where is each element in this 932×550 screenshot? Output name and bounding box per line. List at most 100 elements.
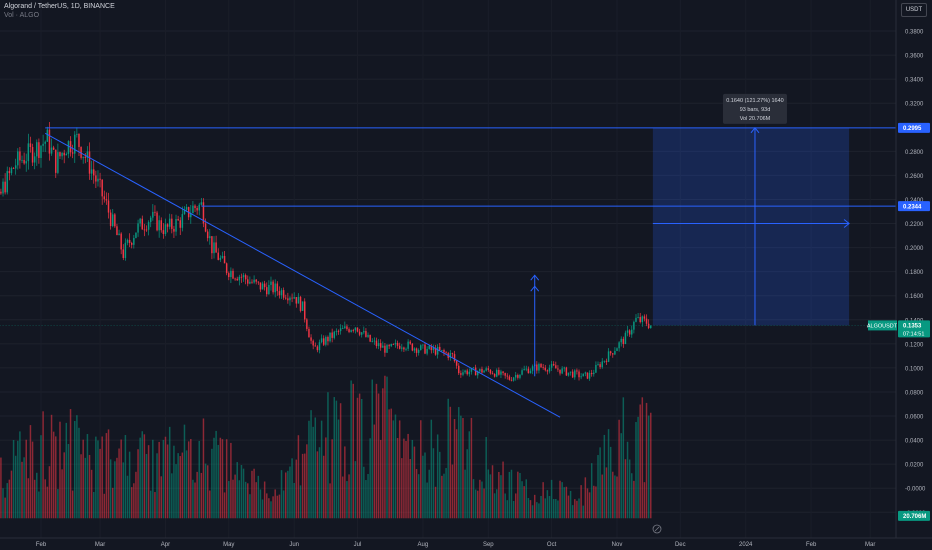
volume-bar xyxy=(95,436,97,519)
volume-bar xyxy=(639,404,641,519)
volume-bar xyxy=(297,435,300,519)
time-axis[interactable]: Feb Mar Apr May Jun Jul Aug Sep Oct Nov Dec 2024 Feb… xyxy=(0,537,932,548)
candle-body xyxy=(426,348,428,354)
volume-bar xyxy=(379,439,382,519)
candle-body xyxy=(401,347,403,349)
candle-body xyxy=(71,152,74,154)
volume-bar xyxy=(331,439,333,519)
candle-body xyxy=(417,350,420,353)
volume-bar xyxy=(84,457,87,519)
volume-bar xyxy=(215,430,217,519)
volume-bar xyxy=(259,489,262,519)
volume-bar xyxy=(272,496,274,519)
volume-bar xyxy=(33,479,36,519)
price-label-text: 20.706M xyxy=(903,514,926,520)
volume-bar xyxy=(363,466,365,519)
volume-bar xyxy=(149,490,152,519)
candle-body xyxy=(185,207,188,210)
volume-bar xyxy=(369,438,371,519)
measure-tooltip xyxy=(722,93,787,124)
volume-bar xyxy=(439,451,441,519)
volume-bar xyxy=(504,493,506,519)
candle-body xyxy=(23,159,25,164)
volume-bar xyxy=(580,485,582,519)
volume-bar xyxy=(244,481,247,519)
candle-body xyxy=(240,276,243,278)
currency-button[interactable]: USDT xyxy=(901,3,927,17)
volume-bar xyxy=(458,407,460,519)
volume-bar xyxy=(120,439,122,519)
volume-bar xyxy=(618,419,620,519)
volume-bar xyxy=(128,451,131,519)
symbol-title[interactable]: Algorand / TetherUS, 1D, BINANCE xyxy=(4,3,115,10)
volume-bar xyxy=(531,505,534,519)
x-tick-label: Sep xyxy=(483,542,494,548)
candle-body xyxy=(234,278,236,280)
y-tick-label: -0.0000 xyxy=(905,487,926,493)
y-tick-label: 0.2200 xyxy=(905,222,924,228)
candle-body xyxy=(171,218,173,229)
volume-bar xyxy=(38,491,40,519)
y-tick-label: 0.1600 xyxy=(905,294,924,300)
candle-body xyxy=(489,369,492,374)
volume-bar xyxy=(287,470,289,519)
candle-body xyxy=(88,151,91,174)
candle-body xyxy=(25,161,27,164)
volume-bar xyxy=(291,458,293,519)
drawings[interactable]: 0.1640 (121.27%) 1640 93 bars, 93d Vol 20.… xyxy=(0,93,896,534)
volume-bar xyxy=(74,421,76,519)
candle-body xyxy=(63,152,65,156)
candle-body xyxy=(394,342,397,345)
candle-body xyxy=(354,327,357,331)
volume-bar xyxy=(143,434,146,519)
volume-bar xyxy=(403,438,405,519)
volume-bar xyxy=(394,414,397,519)
candle-body xyxy=(255,279,257,282)
volume-bar xyxy=(472,479,475,519)
volume-bar xyxy=(306,444,308,519)
x-tick-label: Jul xyxy=(354,542,362,548)
volume-bar xyxy=(31,441,34,519)
candle-body xyxy=(242,275,245,278)
price-caption: ALGOUSDT xyxy=(867,324,898,330)
candle-body xyxy=(441,349,443,351)
price-axis[interactable]: 0.3800 0.3600 0.3400 0.3200 0.2800 0.2600 0.24… xyxy=(867,0,930,538)
candle-body xyxy=(432,347,435,351)
candle-body xyxy=(626,330,629,333)
volume-bar xyxy=(367,473,369,519)
volume-bar xyxy=(61,469,63,519)
volume-bar xyxy=(116,457,118,519)
volume-bar xyxy=(209,490,211,519)
candle-body xyxy=(557,368,559,370)
candle-body xyxy=(211,236,213,254)
candle-body xyxy=(584,372,587,374)
volume-bar xyxy=(593,485,595,519)
candle-body xyxy=(356,327,359,332)
candle-body xyxy=(622,338,625,345)
volume-bar xyxy=(173,445,175,519)
price-label-bg xyxy=(898,510,930,521)
candle-body xyxy=(190,213,192,218)
volume-bar xyxy=(426,482,428,519)
candle-body xyxy=(2,181,4,194)
candle-body xyxy=(221,255,224,258)
volume-bar xyxy=(69,409,72,519)
candle-body xyxy=(365,331,367,337)
candle-body xyxy=(333,331,336,338)
volume-bar xyxy=(352,383,355,519)
volume-bar xyxy=(223,492,226,519)
volume-bar xyxy=(190,439,192,519)
volume-bar xyxy=(137,449,139,519)
volume-bar xyxy=(485,436,487,519)
candle-body xyxy=(8,171,11,174)
candle-body xyxy=(407,341,409,349)
candle-body xyxy=(607,351,610,362)
candle-body xyxy=(268,284,270,295)
volume-bar xyxy=(624,459,627,519)
measure-arrow-head xyxy=(750,127,760,134)
candle-body xyxy=(430,345,433,351)
volume-indicator-label[interactable]: Vol · ALGO xyxy=(4,12,40,19)
candle-body xyxy=(61,152,63,157)
volume-bar xyxy=(582,505,584,519)
